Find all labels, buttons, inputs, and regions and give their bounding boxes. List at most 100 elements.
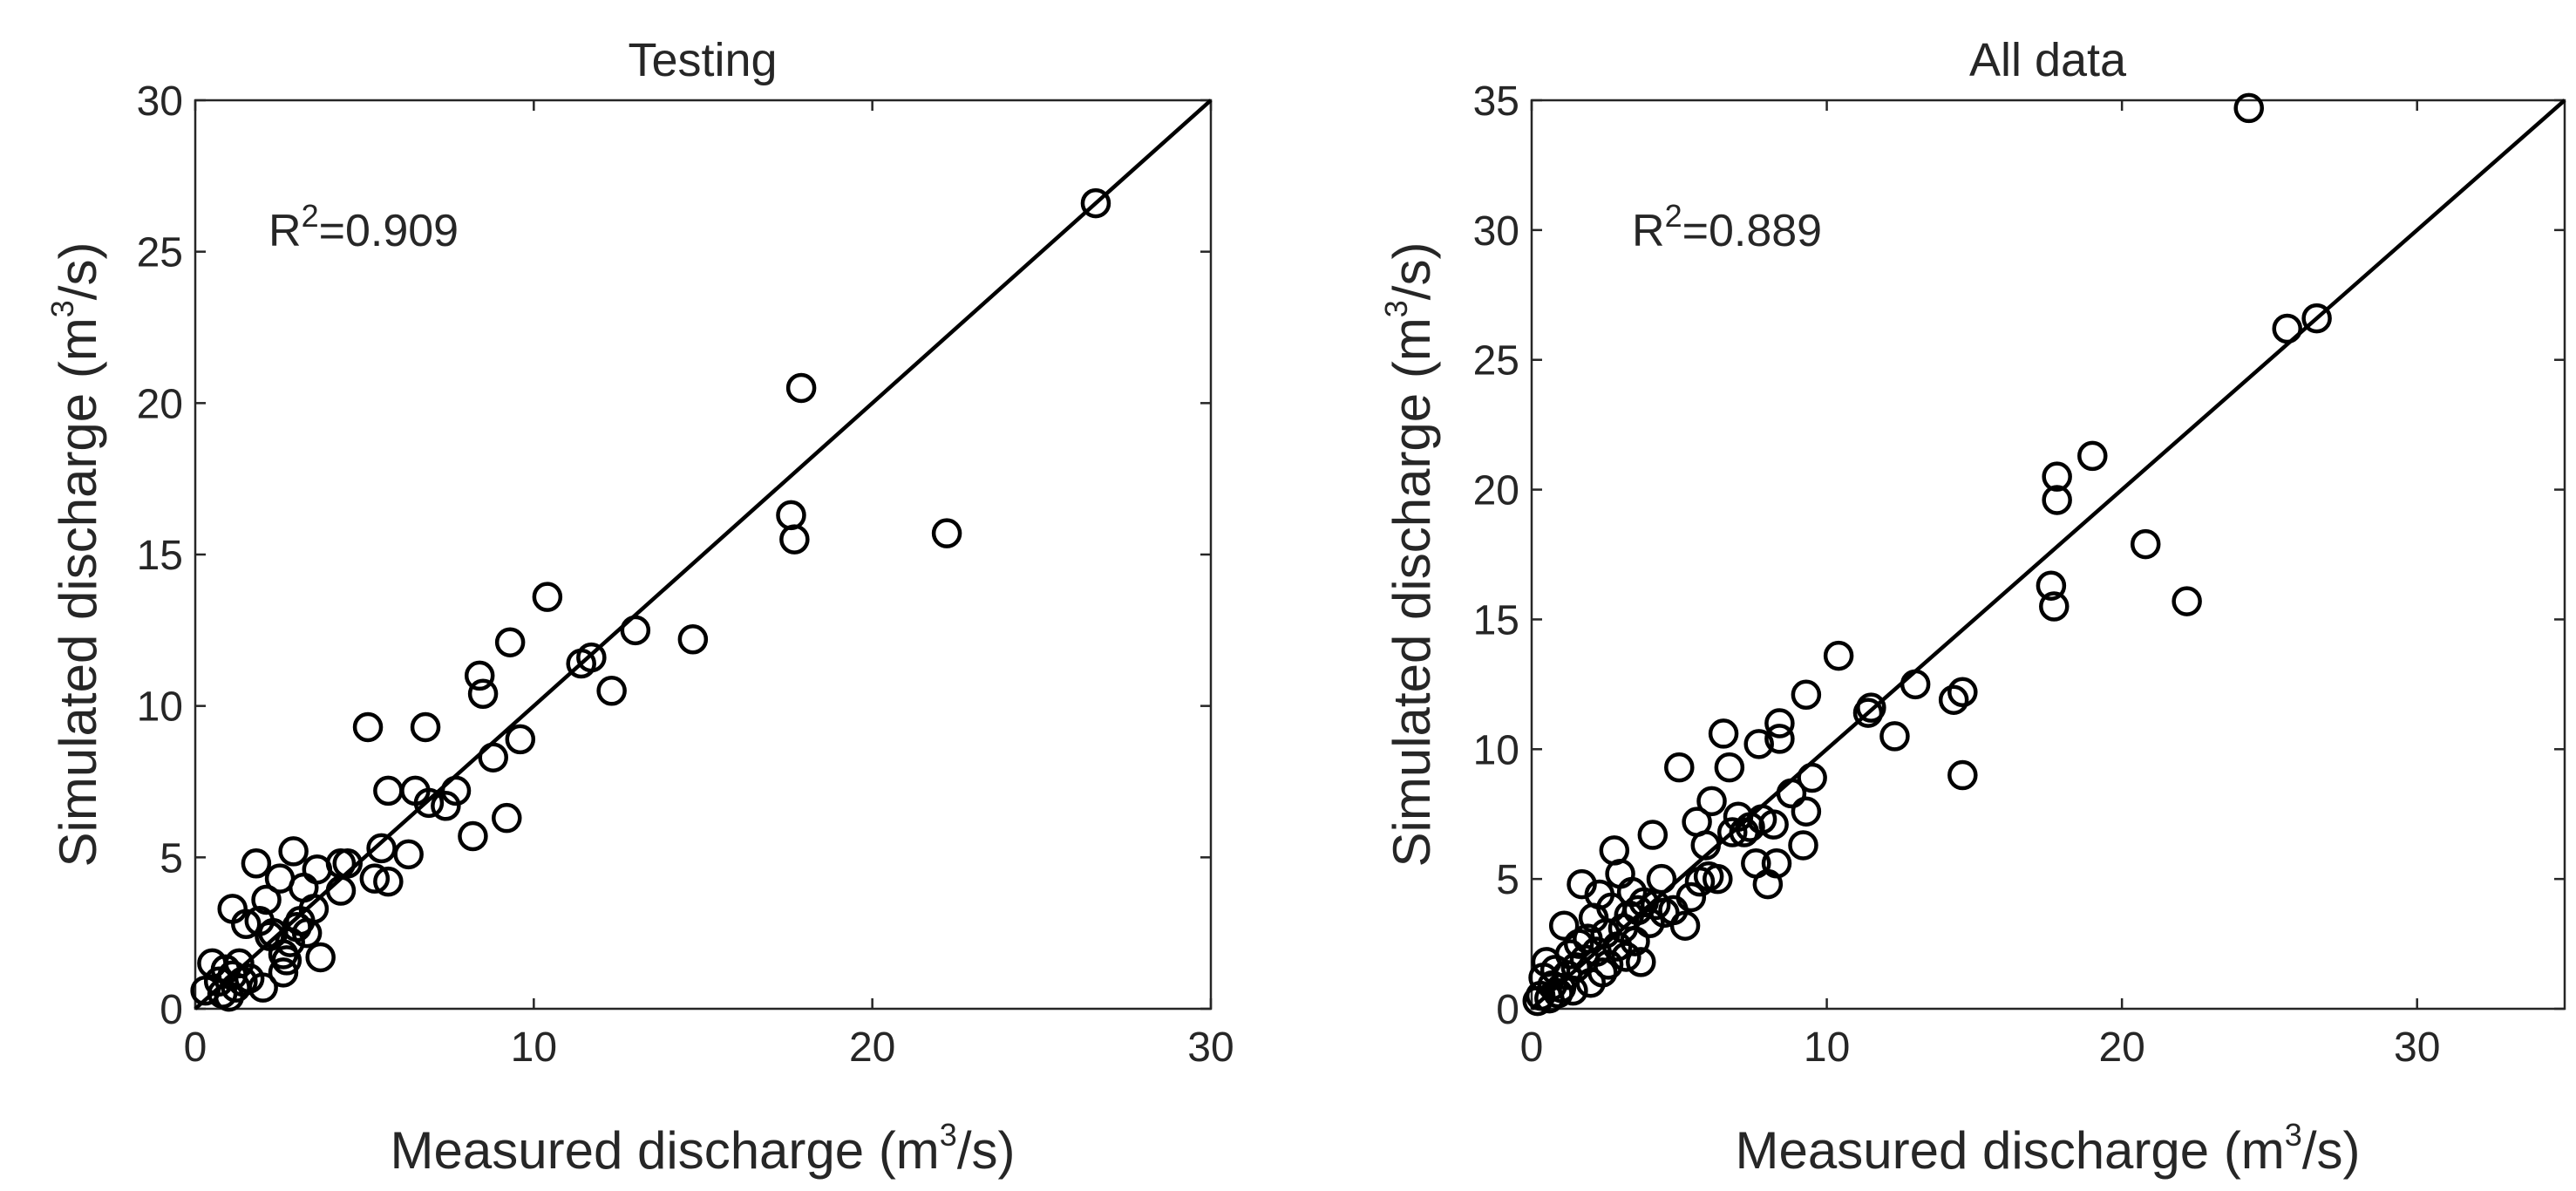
all-data-y-axis-label: Simulated discharge (m3/s) (1378, 242, 1441, 868)
all-data-data-point (1797, 762, 1827, 793)
testing-data-point (352, 711, 384, 743)
testing-data-point (467, 678, 499, 710)
testing-data-point (393, 839, 424, 870)
all-data-data-point (1823, 640, 1854, 671)
testing-x-tick-label: 30 (1187, 1024, 1234, 1071)
testing-data-point (464, 660, 495, 691)
all-data-data-point (1764, 724, 1795, 754)
testing-data-point (332, 848, 363, 879)
all-data-y-tick-label: 25 (1473, 338, 1519, 385)
testing-x-tick-label: 20 (849, 1024, 895, 1071)
testing-x-axis-label: Measured discharge (m3/s) (391, 1117, 1016, 1180)
all-data-data-point (2301, 303, 2332, 334)
all-data-data-point (2042, 461, 2072, 492)
testing-y-tick-label: 20 (137, 381, 183, 427)
all-data-data-point (2042, 485, 2072, 515)
all-data-x-axis-label: Measured discharge (m3/s) (1736, 1117, 2361, 1180)
all-data-data-point (1620, 926, 1650, 956)
all-data-y-tick-label: 10 (1473, 727, 1519, 773)
testing-y-tick-label: 5 (160, 835, 183, 881)
all-data-x-ticks: 0 10 20 30 (1520, 100, 2440, 1071)
testing-data-point (231, 909, 262, 939)
all-data-data-point (1703, 863, 1733, 895)
all-data-data-point (1716, 817, 1748, 847)
testing-data-point (305, 942, 336, 973)
testing-data-point (440, 775, 472, 806)
testing-y-tick-label: 10 (137, 684, 183, 731)
testing-data-point (298, 894, 330, 924)
testing-data-point (413, 787, 445, 819)
all-data-data-point (1879, 721, 1910, 752)
all-data-y-ticks: 0 5 10 15 20 25 30 35 (1473, 78, 2565, 1033)
testing-x-ticks: 0 10 20 30 (184, 100, 1234, 1071)
testing-data-point (278, 836, 309, 867)
all-data-y-tick-label: 0 (1496, 987, 1519, 1033)
testing-data-point (931, 518, 962, 548)
testing-data-point (576, 642, 607, 673)
testing-data-point (241, 848, 272, 879)
all-data-data-point (1593, 949, 1624, 980)
testing-data-point (1080, 187, 1111, 219)
all-data-data-point (1646, 863, 1677, 895)
all-data-data-point (1776, 778, 1807, 809)
testing-data-point (494, 627, 526, 657)
all-data-data-point (1947, 759, 1978, 791)
all-data-data-point (1675, 881, 1707, 913)
all-data-data-point (2272, 313, 2302, 344)
all-data-data-point (1696, 786, 1727, 817)
testing-data-point (492, 802, 522, 834)
testing-data-point (478, 742, 508, 772)
all-data-data-point (1791, 679, 1822, 711)
all-data-data-point (2077, 440, 2108, 472)
all-data-data-point (1587, 957, 1618, 988)
testing-data-point (268, 957, 299, 988)
all-data-y-tick-label: 20 (1473, 468, 1519, 514)
all-data-data-point (1637, 820, 1669, 850)
testing-y-ticks: 0 5 10 15 20 25 30 (137, 78, 1211, 1033)
all-data-data-point (1664, 752, 1695, 783)
all-data-data-point (1714, 752, 1745, 783)
all-data-data-point (1669, 910, 1701, 941)
testing-data-point (785, 372, 817, 404)
all-data-data-point (1791, 796, 1822, 827)
testing-y-tick-label: 15 (137, 533, 183, 579)
all-data-x-tick-label: 0 (1520, 1024, 1544, 1071)
all-data-y-tick-label: 35 (1473, 78, 1519, 125)
testing-data-point (596, 676, 627, 706)
all-data-data-point (2233, 92, 2264, 124)
all-data-data-point (1761, 848, 1792, 879)
testing-y-axis-label: Simulated discharge (m3/s) (44, 242, 107, 868)
all-data-data-point (1626, 947, 1656, 977)
all-data-data-point (1788, 830, 1818, 861)
all-data-y-tick-label: 5 (1496, 857, 1519, 903)
all-data-x-tick-label: 20 (2098, 1024, 2144, 1071)
testing-data-point (248, 972, 278, 1003)
all-data-x-tick-label: 10 (1804, 1024, 1850, 1071)
testing-data-point (458, 820, 488, 852)
all-data-r-squared-annotation: R2=0.889 (1632, 198, 1822, 256)
all-data-data-point (1690, 830, 1722, 861)
all-data-scatter-plot: All data 0 10 20 30 0 5 10 15 20 25 30 35 R2=0.889… (1378, 34, 2566, 1180)
all-data-data-point (2039, 591, 2070, 622)
all-data-data-points (1522, 92, 2332, 1017)
all-data-data-point (2172, 586, 2202, 616)
testing-data-point (359, 863, 391, 894)
testing-data-point (776, 500, 806, 531)
testing-data-points (190, 187, 1111, 1012)
testing-data-point (779, 524, 810, 555)
all-data-data-point (1856, 692, 1886, 723)
testing-data-point (410, 711, 441, 743)
all-data-data-point (1900, 669, 1931, 700)
testing-reference-line (194, 99, 1213, 1011)
all-data-data-point (1548, 910, 1580, 941)
testing-data-point (620, 615, 651, 646)
all-data-axes-frame (1530, 99, 2566, 1011)
testing-y-tick-label: 25 (137, 230, 183, 276)
testing-x-tick-label: 10 (511, 1024, 557, 1071)
all-data-data-point (1938, 684, 1969, 715)
testing-x-tick-label: 0 (184, 1024, 207, 1071)
all-data-y-tick-label: 30 (1473, 208, 1519, 255)
testing-r-squared-annotation: R2=0.909 (268, 198, 459, 256)
all-data-data-point (1764, 708, 1795, 738)
all-data-data-point (1947, 677, 1978, 708)
